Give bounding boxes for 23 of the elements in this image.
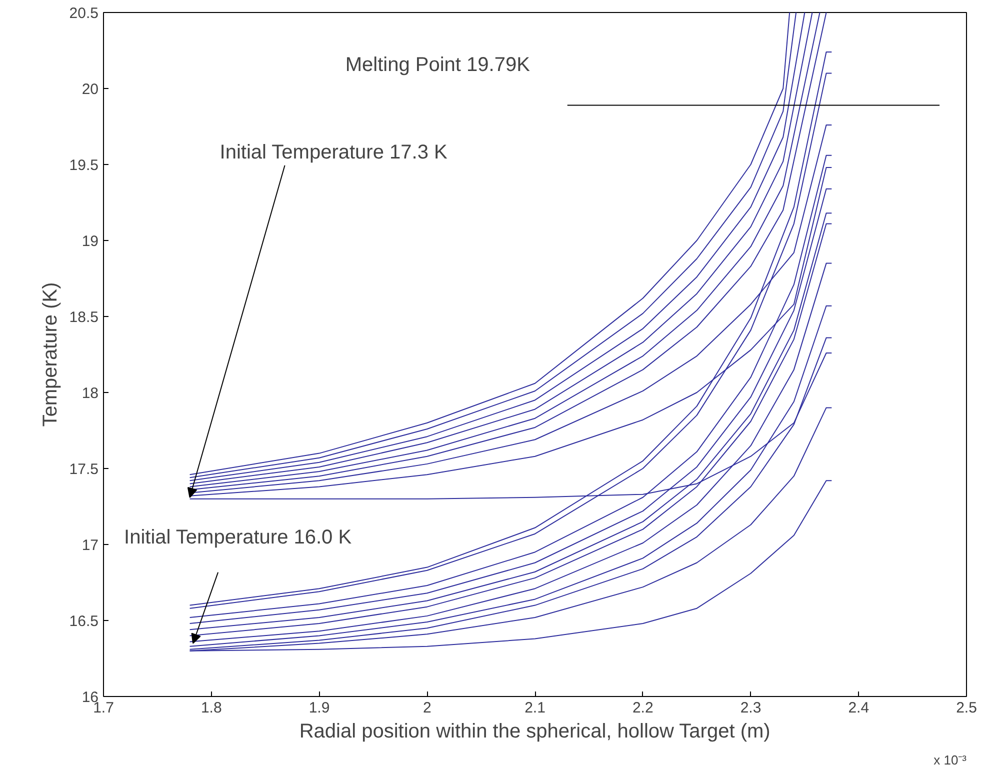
x-axis-title: Radial position within the spherical, hollow Target (m) <box>299 720 770 742</box>
y-tick-label: 17.5 <box>69 461 99 478</box>
y-tick-label: 19 <box>82 233 99 250</box>
x-tick-label: 2.5 <box>956 700 977 716</box>
y-axis-title: Temperature (K) <box>39 282 62 427</box>
y-tick-label: 19.5 <box>69 157 99 174</box>
x-tick-label: 2.4 <box>848 700 870 716</box>
text: x 10⁻³ <box>934 752 968 767</box>
annotation: Initial Temperature 16.0 K <box>124 526 352 548</box>
annotation: Melting Point 19.79K <box>345 54 531 76</box>
y-tick-label: 20 <box>82 81 99 98</box>
x-tick-label: 1.8 <box>200 700 222 716</box>
x-tick-label: 2.1 <box>524 700 546 716</box>
y-tick-label: 18 <box>82 385 99 402</box>
x-tick-label: 1.9 <box>308 700 330 716</box>
x-tick-label: 2.3 <box>740 700 762 716</box>
y-tick-label: 18.5 <box>69 309 99 326</box>
y-tick-label: 16.5 <box>69 613 99 630</box>
x-tick-label: 2 <box>422 700 432 716</box>
x-tick-label: 2.2 <box>632 700 654 716</box>
y-tick-label: 17 <box>82 537 99 554</box>
y-tick-label: 20.5 <box>69 5 99 22</box>
annotation: Initial Temperature 17.3 K <box>220 141 448 164</box>
